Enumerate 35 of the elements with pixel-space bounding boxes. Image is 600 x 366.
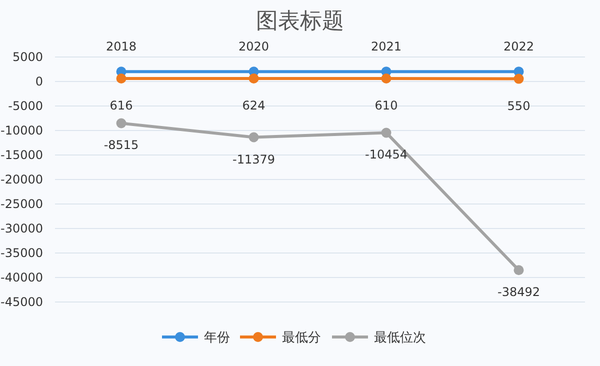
- legend-label: 年份: [204, 330, 230, 346]
- data-label: 2020: [238, 40, 270, 54]
- y-tick-label: -15000: [0, 148, 43, 162]
- point: [381, 74, 392, 84]
- y-tick-label: -5000: [8, 99, 43, 114]
- y-tick-label: 5000: [12, 50, 43, 64]
- data-label: 550: [507, 98, 530, 113]
- point: [381, 128, 392, 138]
- point: [116, 118, 126, 128]
- data-label: 2018: [106, 40, 137, 54]
- data-label: 2022: [503, 40, 534, 54]
- data-label: -8515: [104, 138, 139, 152]
- data-label: 2021: [370, 40, 402, 54]
- point: [248, 73, 259, 84]
- y-tick-label: -20000: [0, 172, 43, 187]
- y-tick-label: -25000: [0, 197, 43, 212]
- y-tick-label: -40000: [0, 270, 43, 285]
- y-tick-label: -10000: [0, 124, 43, 138]
- y-tick-label: -45000: [0, 295, 43, 310]
- data-label: 610: [374, 98, 398, 113]
- point: [514, 74, 524, 84]
- y-tick-label: -35000: [0, 246, 43, 260]
- legend-label: 最低位次: [374, 330, 426, 346]
- data-label: 616: [110, 98, 133, 112]
- point: [116, 73, 126, 84]
- point: [514, 265, 524, 276]
- chart-title: 图表标题: [256, 9, 344, 34]
- data-label: -11379: [232, 152, 276, 166]
- legend-label: 最低分: [282, 330, 321, 346]
- y-tick-label: 0: [35, 74, 43, 89]
- data-label: -10454: [364, 148, 408, 162]
- data-label: -38492: [497, 285, 540, 300]
- y-tick-label: -30000: [0, 222, 43, 236]
- data-label: 624: [242, 98, 266, 112]
- point: [248, 132, 259, 142]
